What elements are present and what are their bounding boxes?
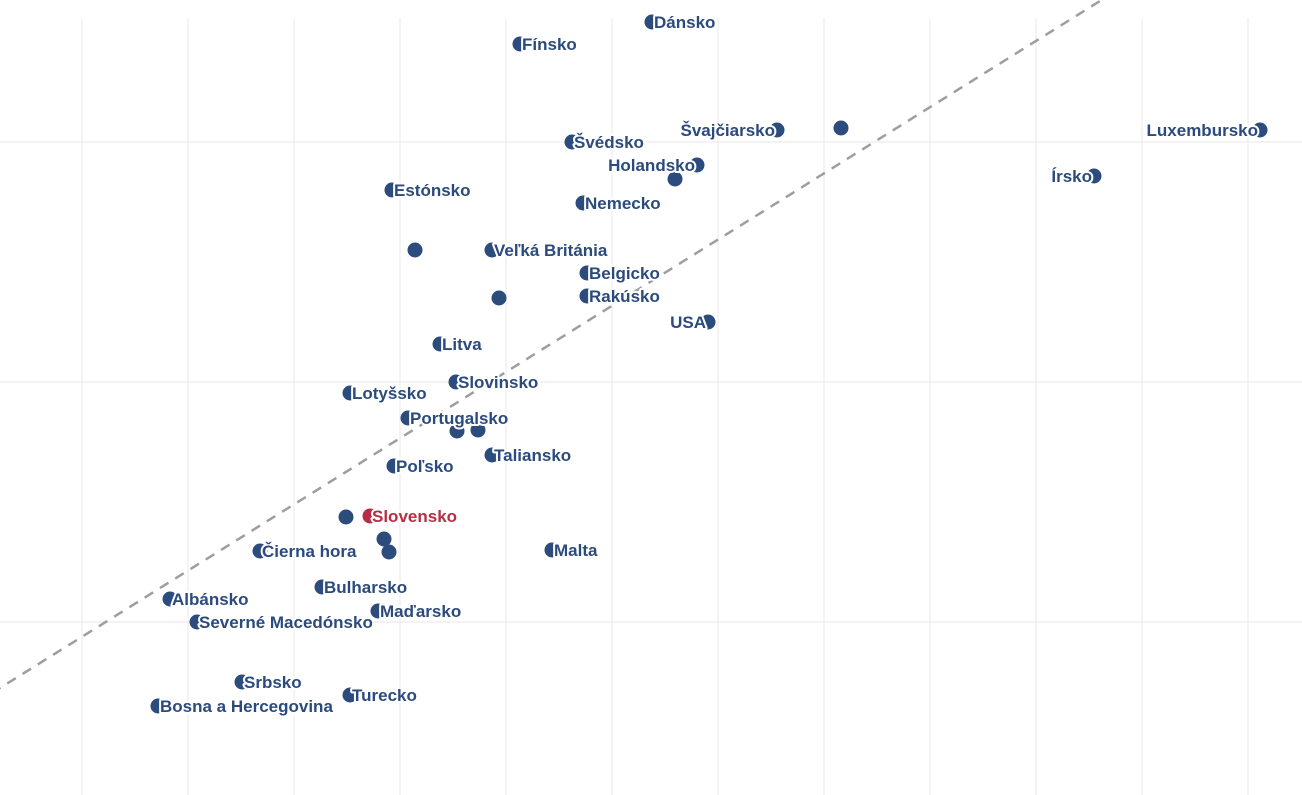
point-švajčiarsko <box>769 122 785 138</box>
reference-line <box>0 0 1101 690</box>
point-label: Švajčiarsko <box>680 121 775 140</box>
point-label: Slovensko <box>372 507 457 526</box>
point-label: Turecko <box>352 686 417 705</box>
point-label: Albánsko <box>172 590 249 609</box>
point-label: Lotyšsko <box>352 384 427 403</box>
point-rakúsko <box>579 288 595 304</box>
point-label: Luxembursko <box>1147 121 1258 140</box>
point-severné-macedónsko <box>189 614 205 630</box>
data-point <box>667 171 683 187</box>
point-label: USA <box>670 313 706 332</box>
point-label: Poľsko <box>396 457 454 476</box>
point-srbsko <box>234 674 250 690</box>
point-label: Srbsko <box>244 673 302 692</box>
data-point <box>470 422 486 438</box>
point-label: Severné Macedónsko <box>199 613 373 632</box>
reference-line-group <box>0 0 1101 690</box>
point-label: Portugalsko <box>410 409 508 428</box>
point-portugalsko <box>400 410 416 426</box>
point-poľsko <box>386 458 402 474</box>
data-point <box>381 544 397 560</box>
point-label: Slovinsko <box>458 373 538 392</box>
point-label: Bosna a Hercegovina <box>160 697 333 716</box>
points-group <box>150 14 1268 714</box>
point-label: Nemecko <box>585 194 661 213</box>
point-label: Malta <box>554 541 598 560</box>
point-lotyšsko <box>342 385 358 401</box>
point-label: Holandsko <box>608 156 695 175</box>
point-bosna-a-hercegovina <box>150 698 166 714</box>
data-point <box>376 531 392 547</box>
point-veľká-británia <box>484 242 500 258</box>
point-label: Dánsko <box>654 13 715 32</box>
point-label: Bulharsko <box>324 578 407 597</box>
point-label: Estónsko <box>394 181 471 200</box>
point-holandsko <box>689 157 705 173</box>
point-taliansko <box>484 447 500 463</box>
point-label: Írsko <box>1051 167 1092 186</box>
gridlines-group <box>0 18 1302 795</box>
point-litva <box>432 336 448 352</box>
point-čierna-hora <box>252 543 268 559</box>
point-fínsko <box>512 36 528 52</box>
point-label: Čierna hora <box>262 542 357 561</box>
point-label: Maďarsko <box>380 602 461 621</box>
point-label: Veľká Británia <box>494 241 608 260</box>
point-usa <box>700 314 716 330</box>
point-label: Litva <box>442 335 482 354</box>
data-point <box>491 290 507 306</box>
point-label: Švédsko <box>574 133 644 152</box>
point-írsko <box>1086 168 1102 184</box>
point-label: Fínsko <box>522 35 577 54</box>
point-slovinsko <box>448 374 464 390</box>
point-dánsko <box>644 14 660 30</box>
point-maďarsko <box>370 603 386 619</box>
point-nemecko <box>575 195 591 211</box>
labels-group: Dánsko Fínsko Švédsko Švajčiarsko Luxembursk… <box>158 11 1260 718</box>
point-bulharsko <box>314 579 330 595</box>
point-estónsko <box>384 182 400 198</box>
point-švédsko <box>564 134 580 150</box>
data-point <box>449 423 465 439</box>
point-luxembursko <box>1252 122 1268 138</box>
point-malta <box>544 542 560 558</box>
point-slovensko <box>362 508 378 524</box>
data-point <box>407 242 423 258</box>
point-belgicko <box>579 265 595 281</box>
data-point <box>833 120 849 136</box>
point-label: Belgicko <box>589 264 660 283</box>
point-label: Taliansko <box>494 446 571 465</box>
data-point <box>338 509 354 525</box>
point-turecko <box>342 687 358 703</box>
point-albánsko <box>162 591 178 607</box>
point-label: Rakúsko <box>589 287 660 306</box>
